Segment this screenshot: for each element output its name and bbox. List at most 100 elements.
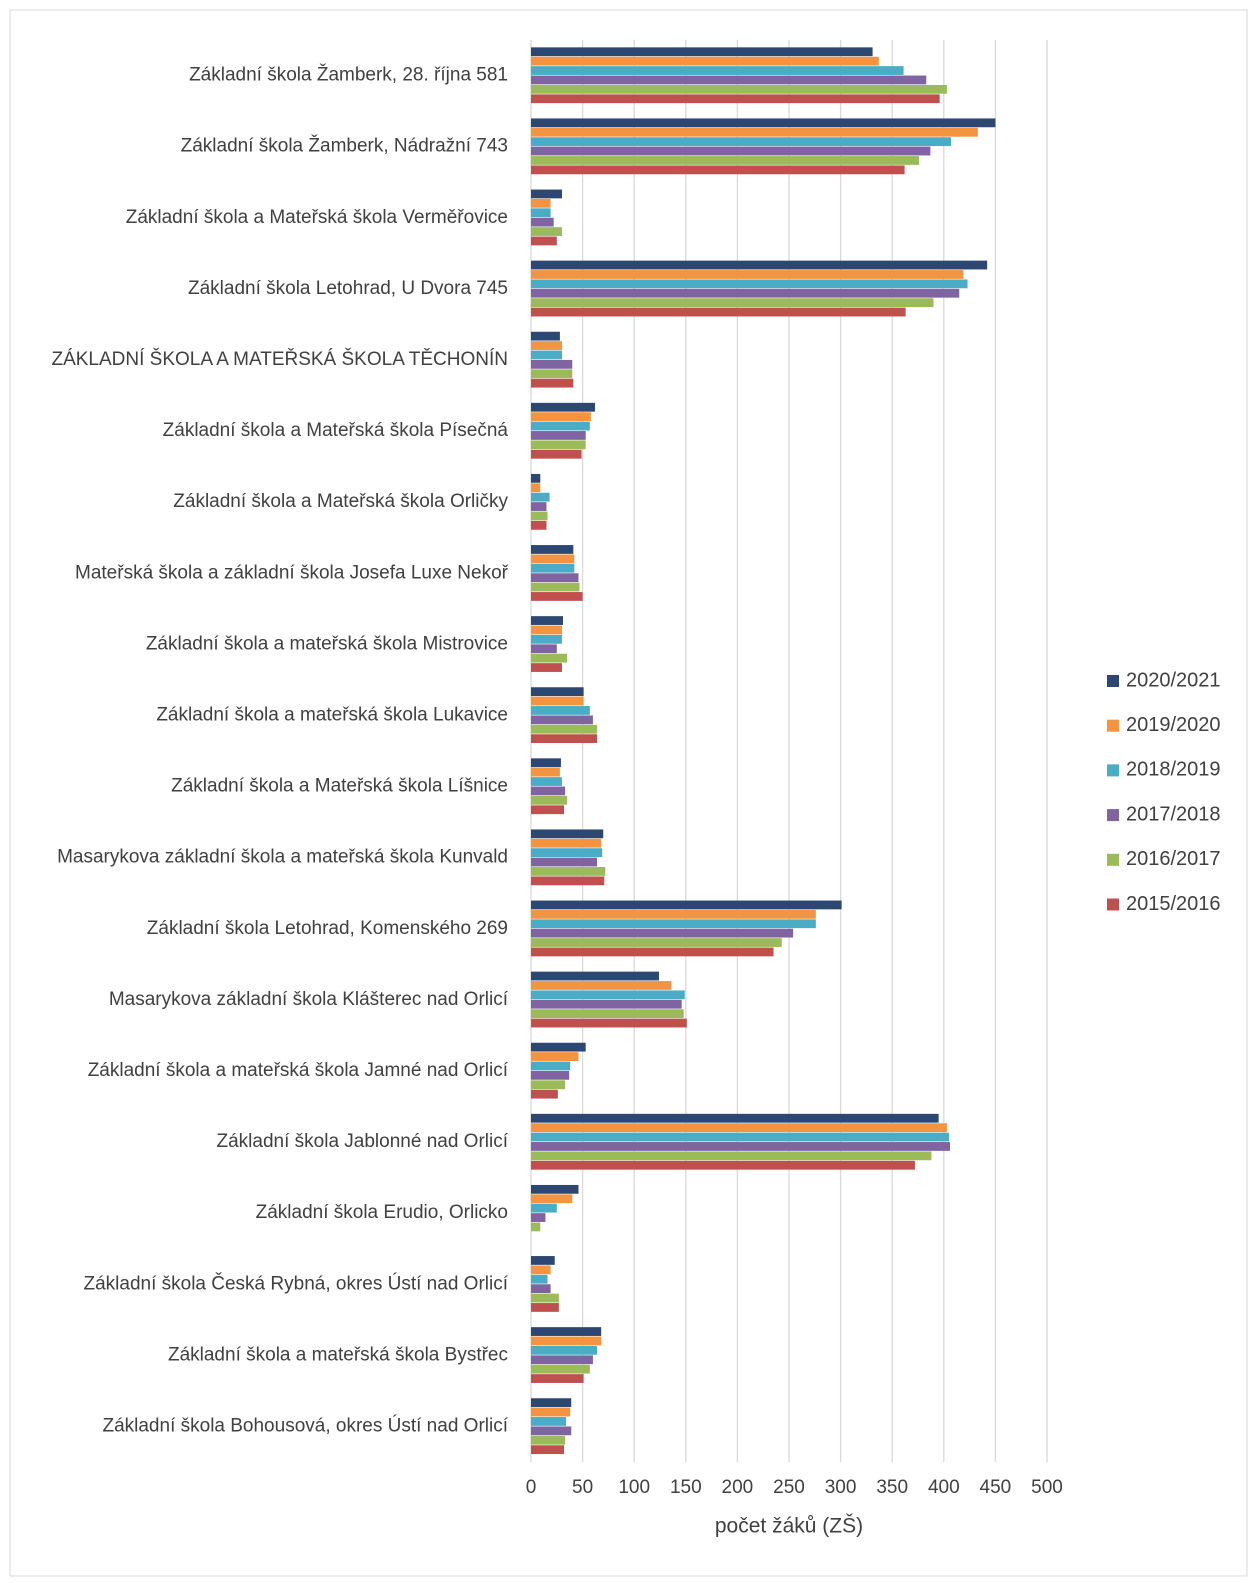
bar — [531, 189, 562, 199]
y-tick-label: Základní škola Letohrad, U Dvora 745 — [188, 278, 508, 299]
bar — [531, 653, 568, 663]
y-tick-label: Základní škola a Mateřská škola Líšnice — [171, 776, 508, 797]
legend-swatch — [1107, 809, 1119, 822]
bar — [531, 777, 562, 786]
bar — [531, 573, 579, 583]
bar — [531, 909, 816, 919]
y-tick-label: Základní škola Letohrad, Komenského 269 — [147, 918, 508, 939]
bar — [531, 981, 672, 990]
bar — [531, 217, 554, 227]
x-tick-label: 0 — [526, 1477, 537, 1498]
y-tick-label: Základní škola a mateřská škola Bystřec — [168, 1344, 508, 1365]
bar — [531, 1364, 590, 1374]
legend-label: 2015/2016 — [1126, 893, 1221, 915]
bar — [531, 919, 816, 929]
bar — [531, 1265, 551, 1275]
bar — [531, 75, 927, 85]
legend-label: 2019/2020 — [1126, 714, 1221, 736]
bar — [531, 1407, 571, 1417]
bar — [531, 1142, 950, 1151]
bar — [531, 1417, 567, 1426]
bar — [531, 1345, 598, 1355]
y-tick-label: Masarykova základní škola Klášterec nad … — [109, 989, 509, 1010]
legend-label: 2017/2018 — [1126, 803, 1221, 825]
bar — [531, 502, 547, 511]
bar — [531, 634, 562, 644]
y-tick-label: Základní škola a Mateřská škola Orličky — [173, 491, 508, 512]
bar — [531, 554, 575, 564]
bar — [531, 350, 562, 360]
bar — [531, 84, 947, 94]
y-tick-label: Základní škola Erudio, Orlicko — [256, 1202, 508, 1223]
bar — [531, 431, 586, 440]
bar — [531, 298, 934, 308]
bar — [531, 1203, 557, 1213]
bar — [531, 1042, 586, 1052]
bar — [531, 307, 906, 317]
bar — [531, 1123, 947, 1133]
bar — [531, 511, 548, 521]
bar — [531, 1426, 572, 1436]
bar — [531, 1061, 571, 1071]
legend-swatch — [1107, 675, 1119, 687]
bar — [531, 47, 873, 57]
x-tick-label: 500 — [1031, 1477, 1063, 1498]
legend-label: 2018/2019 — [1126, 759, 1221, 781]
y-tick-label: Mateřská škola a základní škola Josefa L… — [75, 562, 509, 583]
bar — [531, 118, 996, 128]
bar — [531, 227, 562, 236]
bar — [531, 900, 842, 910]
bar — [531, 758, 561, 768]
bar — [531, 928, 794, 938]
x-tick-label: 300 — [825, 1477, 857, 1498]
bar — [531, 867, 606, 876]
bar — [531, 449, 582, 459]
bar — [531, 1018, 687, 1028]
bars — [531, 47, 996, 1455]
bar — [531, 1256, 555, 1265]
bar — [531, 236, 557, 246]
bar — [531, 94, 940, 104]
bar — [531, 1213, 546, 1222]
bar — [531, 644, 557, 654]
bar — [531, 208, 551, 218]
bar — [531, 520, 547, 530]
legend-label: 2016/2017 — [1126, 848, 1221, 870]
bar — [531, 848, 603, 858]
legend-swatch — [1107, 853, 1119, 866]
bar — [531, 876, 605, 886]
bar — [531, 625, 562, 635]
bar — [531, 492, 550, 502]
bar — [531, 857, 598, 867]
bar — [531, 734, 598, 744]
bar — [531, 1160, 915, 1170]
x-tick-label: 50 — [572, 1477, 593, 1498]
bar — [531, 829, 604, 839]
bar — [531, 1052, 579, 1061]
bar — [531, 137, 952, 147]
bar — [531, 440, 586, 450]
bar — [531, 165, 905, 175]
bar — [531, 947, 774, 957]
bar — [531, 1435, 566, 1445]
bar — [531, 1151, 932, 1161]
bar — [531, 1184, 579, 1194]
bar — [531, 359, 573, 369]
bar — [531, 1009, 684, 1019]
bar — [531, 1445, 565, 1455]
y-tick-label: Základní škola Česká Rybná, okres Ústí n… — [83, 1272, 508, 1294]
y-tick-label: Základní škola a mateřská škola Lukavice — [156, 704, 508, 725]
bar — [531, 331, 560, 341]
y-tick-label: Základní škola Žamberk, Nádražní 743 — [181, 135, 508, 157]
bar — [531, 1089, 558, 1099]
bar — [531, 706, 590, 715]
x-tick-label: 400 — [928, 1477, 960, 1498]
legend-swatch — [1107, 719, 1119, 732]
y-tick-label: Základní škola a mateřská škola Mistrovi… — [146, 633, 508, 654]
bar — [531, 1132, 949, 1142]
x-tick-label: 250 — [773, 1477, 805, 1498]
x-tick-label: 100 — [618, 1477, 650, 1498]
bar — [531, 786, 566, 796]
bar — [531, 1374, 584, 1383]
bar — [531, 279, 968, 289]
